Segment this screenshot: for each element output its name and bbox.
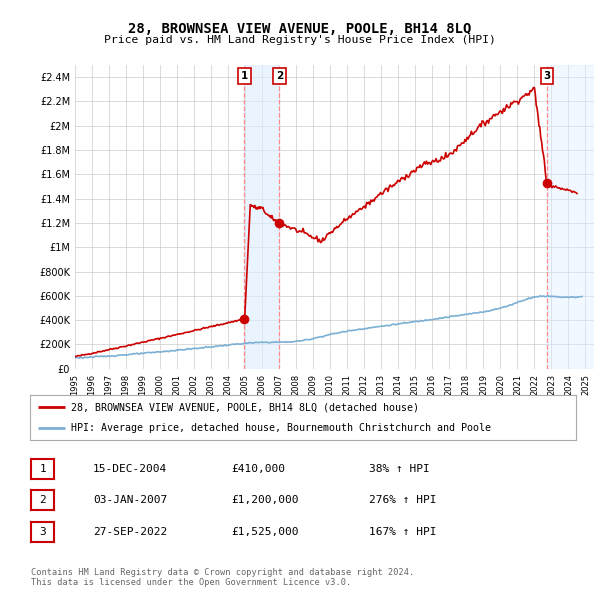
Text: £1,525,000: £1,525,000 [231, 527, 299, 536]
Text: 167% ↑ HPI: 167% ↑ HPI [369, 527, 437, 536]
Text: 1: 1 [39, 464, 46, 474]
Bar [244, 65, 280, 369]
Text: HPI: Average price, detached house, Bournemouth Christchurch and Poole: HPI: Average price, detached house, Bour… [71, 424, 491, 434]
Text: 2: 2 [276, 71, 283, 81]
Text: Contains HM Land Registry data © Crown copyright and database right 2024.
This d: Contains HM Land Registry data © Crown c… [31, 568, 415, 587]
Text: 03-JAN-2007: 03-JAN-2007 [93, 496, 167, 505]
Text: 3: 3 [544, 71, 551, 81]
Text: £1,200,000: £1,200,000 [231, 496, 299, 505]
Text: £410,000: £410,000 [231, 464, 285, 474]
Text: 276% ↑ HPI: 276% ↑ HPI [369, 496, 437, 505]
Text: 28, BROWNSEA VIEW AVENUE, POOLE, BH14 8LQ (detached house): 28, BROWNSEA VIEW AVENUE, POOLE, BH14 8L… [71, 402, 419, 412]
Text: 28, BROWNSEA VIEW AVENUE, POOLE, BH14 8LQ: 28, BROWNSEA VIEW AVENUE, POOLE, BH14 8L… [128, 22, 472, 36]
Text: Price paid vs. HM Land Registry's House Price Index (HPI): Price paid vs. HM Land Registry's House … [104, 35, 496, 45]
Text: 1: 1 [241, 71, 248, 81]
Text: 15-DEC-2004: 15-DEC-2004 [93, 464, 167, 474]
Text: 38% ↑ HPI: 38% ↑ HPI [369, 464, 430, 474]
Text: 27-SEP-2022: 27-SEP-2022 [93, 527, 167, 536]
Text: 3: 3 [39, 527, 46, 536]
Text: 2: 2 [39, 496, 46, 505]
Bar [547, 65, 594, 369]
